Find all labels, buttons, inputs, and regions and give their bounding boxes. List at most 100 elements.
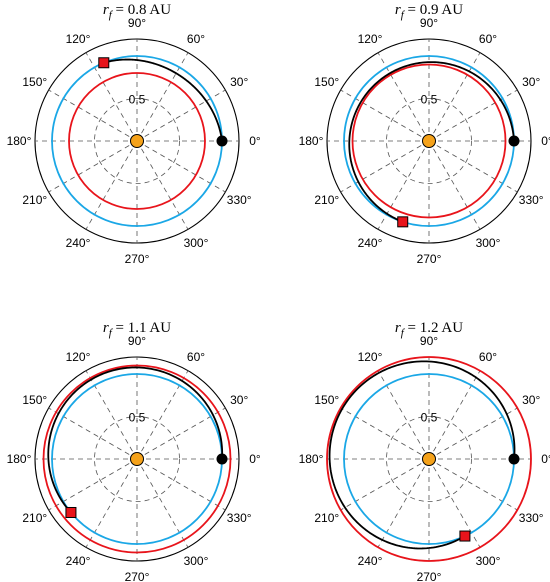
angle-tick-label: 120° xyxy=(358,350,383,364)
panel-title: rf = 1.1 AU xyxy=(103,320,171,339)
initial-orbit xyxy=(351,63,507,219)
grid-spoke xyxy=(377,458,430,548)
angle-tick-label: 270° xyxy=(125,570,150,582)
start-marker xyxy=(216,453,228,465)
grid-spoke xyxy=(428,140,481,230)
angle-tick-label: 30° xyxy=(230,393,248,407)
angle-tick-label: 240° xyxy=(358,236,383,250)
polar-panel-r-1-2: rf = 1.2 AU 0° 30° 60° 90° 120° 150° 180° 210° 24… xyxy=(299,320,550,582)
angle-tick-label: 270° xyxy=(417,252,442,266)
initial-orbit xyxy=(326,356,532,562)
grid-spoke xyxy=(48,89,138,142)
angle-tick-label: 240° xyxy=(358,554,383,568)
initial-orbit xyxy=(68,72,206,210)
grid-spoke xyxy=(136,140,226,193)
sun-marker xyxy=(422,134,436,148)
panel-title: rf = 1.2 AU xyxy=(395,320,463,339)
angle-tick-label: 240° xyxy=(66,236,91,250)
angle-tick-label: 180° xyxy=(7,134,32,148)
angle-tick-label: 180° xyxy=(299,452,324,466)
grid-ring xyxy=(94,98,180,184)
angle-tick-label: 180° xyxy=(299,134,324,148)
angle-tick-label: 330° xyxy=(227,193,252,207)
radial-tick-label: 0.5 xyxy=(421,411,438,425)
grid-spoke xyxy=(428,458,518,511)
angle-tick-label: 60° xyxy=(479,32,497,46)
polar-panel-r-0-9: rf = 0.9 AU 0° 30° 60° 90° 120° 150° 180° 210° 24… xyxy=(299,2,550,266)
angle-tick-label: 270° xyxy=(417,570,442,582)
angle-tick-label: 300° xyxy=(184,236,209,250)
angle-tick-label: 210° xyxy=(314,511,339,525)
grid-spoke xyxy=(428,140,518,193)
radial-tick-label: 0.5 xyxy=(129,411,146,425)
start-marker xyxy=(508,453,520,465)
sun-marker xyxy=(422,452,436,466)
initial-orbit xyxy=(42,364,232,554)
panel-title: rf = 0.9 AU xyxy=(395,2,463,21)
grid-spoke xyxy=(340,407,430,460)
angle-tick-label: 90° xyxy=(420,16,438,30)
grid-spoke xyxy=(340,140,430,193)
angle-tick-label: 300° xyxy=(476,554,501,568)
grid-spoke xyxy=(136,458,189,548)
grid-spoke xyxy=(136,89,226,142)
angle-tick-label: 120° xyxy=(66,350,91,364)
radial-tick-label: 0.5 xyxy=(129,93,146,107)
transfer-trajectory xyxy=(103,58,223,142)
grid-spoke xyxy=(136,140,189,230)
angle-tick-label: 300° xyxy=(476,236,501,250)
transfer-trajectory xyxy=(348,61,515,223)
grid-ring xyxy=(94,416,180,502)
angle-tick-label: 240° xyxy=(66,554,91,568)
grid-ring xyxy=(386,416,472,502)
angle-tick-label: 120° xyxy=(66,32,91,46)
angle-tick-label: 180° xyxy=(7,452,32,466)
start-marker xyxy=(216,135,228,147)
grid-spoke xyxy=(136,458,226,511)
grid-spoke xyxy=(377,140,430,230)
angle-tick-label: 210° xyxy=(22,511,47,525)
grid-spoke xyxy=(136,407,226,460)
angle-tick-label: 60° xyxy=(187,350,205,364)
panel-title: rf = 0.8 AU xyxy=(103,2,171,21)
grid-spoke xyxy=(428,89,518,142)
angle-tick-label: 30° xyxy=(522,75,540,89)
end-marker xyxy=(65,506,77,518)
angle-tick-label: 330° xyxy=(227,511,252,525)
angle-tick-label: 330° xyxy=(519,511,544,525)
sun-marker xyxy=(130,134,144,148)
angle-tick-label: 30° xyxy=(522,393,540,407)
grid-spoke xyxy=(48,407,138,460)
angle-tick-label: 150° xyxy=(22,393,47,407)
angle-tick-label: 60° xyxy=(187,32,205,46)
grid-spoke xyxy=(85,458,138,548)
sun-marker xyxy=(130,452,144,466)
start-marker xyxy=(508,135,520,147)
angle-tick-label: 150° xyxy=(22,75,47,89)
grid-spoke xyxy=(85,140,138,230)
angle-tick-label: 90° xyxy=(128,334,146,348)
angle-tick-label: 300° xyxy=(184,554,209,568)
angle-tick-label: 0° xyxy=(249,134,261,148)
radial-tick-label: 0.5 xyxy=(421,93,438,107)
angle-tick-label: 150° xyxy=(314,75,339,89)
transfer-trajectory xyxy=(328,360,516,550)
angle-tick-label: 330° xyxy=(519,193,544,207)
polar-panel-r-1-1: rf = 1.1 AU 0° 30° 60° 90° 120° 150° 180° 210° 24… xyxy=(7,320,261,582)
angle-tick-label: 90° xyxy=(128,16,146,30)
angle-tick-label: 210° xyxy=(22,193,47,207)
angle-tick-label: 210° xyxy=(314,193,339,207)
grid-spoke xyxy=(48,140,138,193)
angle-tick-label: 120° xyxy=(358,32,383,46)
angle-tick-label: 60° xyxy=(479,350,497,364)
end-marker xyxy=(397,216,409,228)
angle-tick-label: 150° xyxy=(314,393,339,407)
grid-spoke xyxy=(428,407,518,460)
angle-tick-label: 90° xyxy=(420,334,438,348)
end-marker xyxy=(98,57,110,69)
grid-spoke xyxy=(428,458,481,548)
polar-panel-r-0-8: rf = 0.8 AU 0° 30° 60° 90° 120° 150° 180° 210° 24… xyxy=(7,2,261,266)
angle-tick-label: 0° xyxy=(541,452,550,466)
angle-tick-label: 270° xyxy=(125,252,150,266)
